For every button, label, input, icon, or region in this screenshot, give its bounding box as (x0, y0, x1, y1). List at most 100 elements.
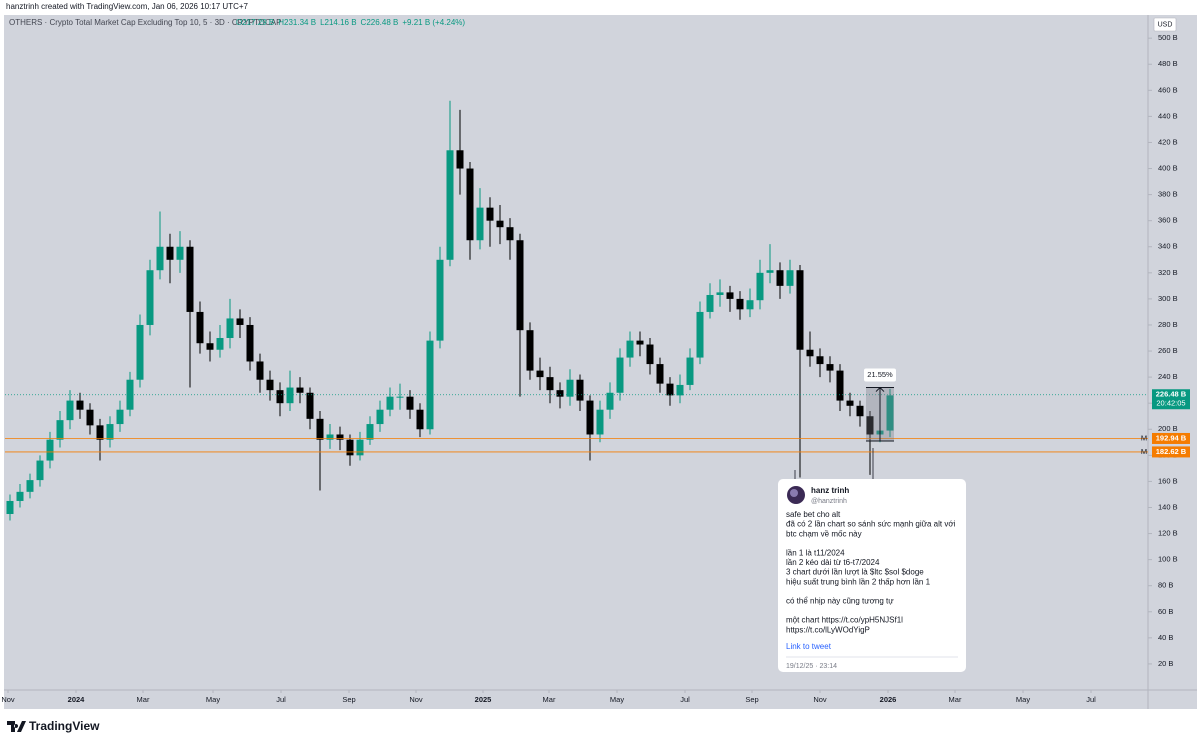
candle-body (266, 379, 274, 391)
y-tick-label: 100 B (1158, 555, 1178, 564)
candle-body (366, 424, 374, 440)
logo: TradingView (7, 719, 100, 733)
tweet-line: lần 1 là t11/2024 (786, 549, 845, 558)
candle-body (176, 246, 184, 260)
y-tick-label: 480 B (1158, 59, 1178, 68)
x-tick-label: Jul (680, 695, 690, 704)
candle-body (566, 379, 574, 397)
candle-body (36, 460, 44, 481)
candle-body (46, 439, 54, 461)
y-tick-label: 460 B (1158, 85, 1178, 94)
tweet-date: 19/12/25 · 23:14 (786, 663, 837, 670)
candle-body (196, 311, 204, 344)
candle-body (286, 387, 294, 404)
x-tick-label: May (610, 695, 624, 704)
candle-body (746, 300, 754, 310)
candle-body (236, 318, 244, 325)
ohlc-value: L214.16 B (320, 18, 356, 27)
tweet-line: 3 chart dưới lần lượt là $ltc $sol $doge (786, 568, 924, 577)
candle-body (106, 424, 114, 440)
candle-body (246, 324, 254, 362)
x-tick-label: Sep (745, 695, 758, 704)
price-badge (1152, 446, 1190, 458)
candle-body (726, 292, 734, 299)
y-tick-label: 160 B (1158, 476, 1178, 485)
candle-body (716, 292, 724, 295)
ohlc-value: O217.29 B (236, 18, 274, 27)
candle-body (796, 270, 804, 350)
candle-body (536, 370, 544, 378)
candle-body (686, 357, 694, 385)
y-tick-label: 320 B (1158, 268, 1178, 277)
candle-body (506, 227, 514, 241)
y-tick-label: 400 B (1158, 164, 1178, 173)
measure-arrowhead (875, 386, 885, 392)
y-tick-label: 80 B (1158, 581, 1173, 590)
ohlc-value: C226.48 B (361, 18, 399, 27)
x-tick-label: 2025 (475, 695, 492, 704)
x-tick-label: Nov (409, 695, 423, 704)
candle-body (496, 220, 504, 228)
tweet-line: có thể nhịp này cũng tương tự (786, 597, 894, 606)
y-tick-label: 380 B (1158, 190, 1178, 199)
ohlc-value: H231.34 B (278, 18, 316, 27)
price-badge (1152, 389, 1190, 410)
tweet-line: hiệu suất trung bình lần 2 thấp hơn lần … (786, 577, 931, 586)
candle-body (596, 409, 604, 435)
tweet-line: btc chạm về mốc này (786, 529, 862, 538)
candle-body (56, 420, 64, 440)
candle-body (586, 400, 594, 435)
y-tick-label: 360 B (1158, 216, 1178, 225)
candle-body (186, 246, 194, 312)
candle-body (436, 259, 444, 341)
candle-body (466, 168, 474, 241)
legend: OTHERS · Crypto Total Market Cap Excludi… (9, 18, 465, 27)
x-tick-label: Mar (543, 695, 556, 704)
candle-body (556, 390, 564, 397)
candle-body (226, 318, 234, 339)
candle-body (616, 357, 624, 393)
measure-label-box (864, 368, 896, 382)
x-tick-label: May (1016, 695, 1030, 704)
x-tick-label: 2026 (880, 695, 897, 704)
candle-body (756, 272, 764, 301)
candle-body (806, 349, 814, 357)
tweet-line: https://t.co/lLyWOdYigP (786, 625, 870, 634)
candle-body (866, 416, 874, 435)
candle-body (396, 396, 404, 398)
y-tick-label: 440 B (1158, 111, 1178, 120)
currency-box (1153, 17, 1177, 32)
candle-body (416, 409, 424, 430)
price-label: 182.62 B (1156, 447, 1187, 456)
candle-body (526, 330, 534, 371)
candle-body (126, 379, 134, 410)
currency: USD (1158, 21, 1173, 28)
candle-body (156, 246, 164, 271)
candle-body (606, 392, 614, 410)
candle-body (256, 361, 264, 380)
candle-body (26, 480, 34, 492)
x-tick-label: Nov (813, 695, 827, 704)
candle-body (766, 270, 774, 273)
candle-body (816, 356, 824, 365)
candle-body (486, 207, 494, 221)
y-tick-label: 60 B (1158, 607, 1173, 616)
candle-body (446, 150, 454, 260)
credit: hanztrinh created with TradingView.com, … (6, 2, 249, 11)
y-tick-label: 40 B (1158, 633, 1173, 642)
y-tick-label: 120 B (1158, 529, 1178, 538)
candle-body (456, 150, 464, 169)
candle-body (626, 340, 634, 358)
price-marker: M (1141, 447, 1147, 456)
symbol: OTHERS · Crypto Total Market Cap Excludi… (9, 18, 281, 27)
y-tick-label: 140 B (1158, 502, 1178, 511)
tweet-link[interactable]: Link to tweet (786, 642, 832, 651)
y-tick-label: 300 B (1158, 294, 1178, 303)
candle-body (386, 396, 394, 410)
ohlc-value: +9.21 B (+4.24%) (402, 18, 465, 27)
x-tick-label: Nov (1, 695, 15, 704)
handle: @hanztrinh (811, 498, 847, 505)
candle-body (666, 383, 674, 396)
price-marker: M (1141, 433, 1147, 442)
candle-body (316, 418, 324, 440)
